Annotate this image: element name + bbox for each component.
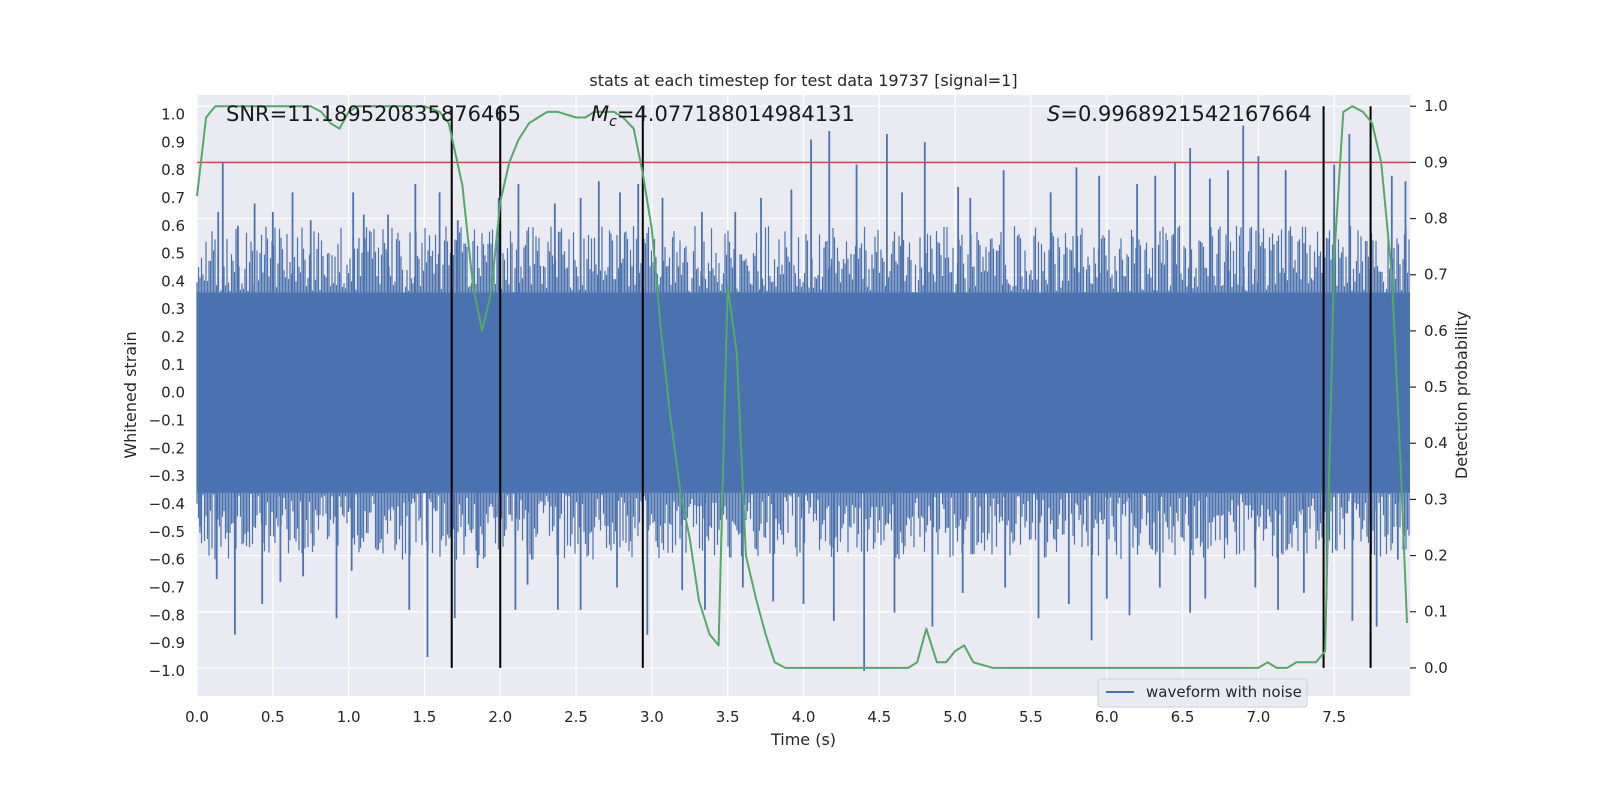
x-tick-label: 2.0 — [488, 708, 512, 726]
right-y-tick-label: 0.9 — [1424, 153, 1448, 171]
x-tick-label: 5.0 — [943, 708, 967, 726]
left-y-tick-label: −0.7 — [149, 578, 185, 596]
x-tick-label: 5.5 — [1019, 708, 1043, 726]
right-y-tick-label: 0.6 — [1424, 322, 1448, 340]
x-tick-label: 4.5 — [867, 708, 891, 726]
left-y-tick-label: −0.4 — [149, 495, 185, 513]
right-y-tick-label: 0.5 — [1424, 378, 1448, 396]
chirp-mass-symbol: M — [591, 102, 609, 126]
left-y-axis-ticks: −1.0 −0.9 −0.8 −0.7 −0.6 −0.5 −0.4 −0.3 −0.2 −0.1… — [149, 105, 185, 679]
x-tick-label: 0.0 — [185, 708, 209, 726]
left-y-tick-label: 0.9 — [161, 133, 185, 151]
right-y-tick-label: 0.1 — [1424, 603, 1448, 621]
legend-box — [1097, 678, 1308, 708]
legend-label: waveform with noise — [1146, 683, 1302, 701]
waveform-series — [196, 125, 1410, 671]
x-tick-label: 1.5 — [413, 708, 437, 726]
left-y-tick-label: 0.6 — [161, 217, 185, 235]
right-y-tick-label: 0.4 — [1424, 434, 1448, 452]
s-symbol: S — [1047, 102, 1060, 126]
chirp-mass-value: =4.077188014984131 — [617, 102, 855, 126]
chirp-mass-subscript: c — [609, 114, 617, 130]
left-y-tick-label: 0.8 — [161, 161, 185, 179]
s-annotation: S=0.9968921542167664 — [1047, 102, 1312, 126]
right-y-tick-label: 1.0 — [1424, 97, 1448, 115]
x-tick-label: 3.0 — [640, 708, 664, 726]
x-tick-label: 7.0 — [1246, 708, 1270, 726]
right-y-tick-label: 0.8 — [1424, 210, 1448, 228]
right-y-tick-label: 0.3 — [1424, 490, 1448, 508]
x-axis-ticks: 0.0 0.5 1.0 1.5 2.0 2.5 3.0 3.5 4.0 4.5 5.0 5.5 6.0 6… — [185, 708, 1346, 726]
right-y-axis-title: Detection probability — [1452, 311, 1471, 479]
snr-annotation: SNR=11.189520835876465 — [226, 102, 521, 126]
left-y-tick-label: 0.2 — [161, 328, 185, 346]
left-y-tick-label: 0.7 — [161, 189, 185, 207]
right-y-tick-label: 0.7 — [1424, 266, 1448, 284]
x-axis-title: Time (s) — [770, 730, 836, 749]
left-y-tick-label: 0.5 — [161, 245, 185, 263]
left-y-tick-label: −0.1 — [149, 412, 185, 430]
probability-series — [196, 105, 1408, 669]
x-tick-label: 6.5 — [1171, 708, 1195, 726]
x-tick-label: 4.0 — [792, 708, 816, 726]
left-y-tick-label: 0.1 — [161, 356, 185, 374]
x-tick-label: 1.0 — [337, 708, 361, 726]
left-y-tick-label: 0.0 — [161, 384, 185, 402]
x-tick-label: 7.5 — [1322, 708, 1346, 726]
x-tick-label: 2.5 — [564, 708, 588, 726]
x-tick-label: 3.5 — [716, 708, 740, 726]
left-y-tick-label: −0.5 — [149, 523, 185, 541]
right-y-tick-label: 0.0 — [1424, 659, 1448, 677]
right-y-tick-label: 0.2 — [1424, 547, 1448, 565]
left-y-tick-label: 0.3 — [161, 300, 185, 318]
left-y-tick-label: 1.0 — [161, 105, 185, 123]
left-y-tick-label: −0.6 — [149, 551, 185, 569]
left-y-tick-label: 0.4 — [161, 272, 185, 290]
left-y-tick-label: −0.9 — [149, 634, 185, 652]
left-y-tick-label: −0.3 — [149, 467, 185, 485]
left-y-axis-title: Whitened strain — [121, 331, 140, 458]
left-y-tick-label: −1.0 — [149, 662, 185, 680]
right-y-axis-ticks: 0.0 0.1 0.2 0.3 0.4 0.5 0.6 0.7 0.8 0.9 1.0 — [1410, 97, 1448, 677]
legend: waveform with noise — [1097, 678, 1308, 708]
detection-probability-line — [196, 105, 1408, 669]
left-y-tick-label: −0.8 — [149, 606, 185, 624]
s-value: =0.9968921542167664 — [1060, 102, 1311, 126]
chirp-mass-annotation: Mc=4.077188014984131 — [591, 102, 855, 130]
chart-title: stats at each timestep for test data 197… — [589, 71, 1017, 90]
x-tick-label: 0.5 — [261, 708, 285, 726]
x-tick-label: 6.0 — [1095, 708, 1119, 726]
left-y-tick-label: −0.2 — [149, 439, 185, 457]
